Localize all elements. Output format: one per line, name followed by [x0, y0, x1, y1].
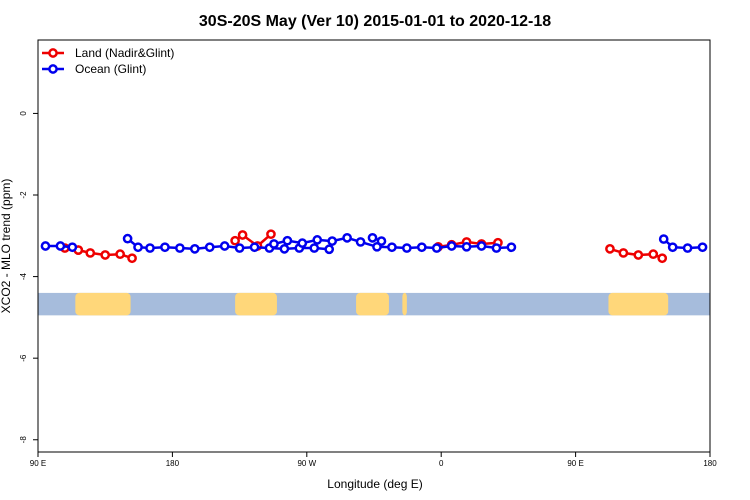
data-point [145, 243, 155, 253]
data-point [416, 242, 427, 253]
data-point [605, 244, 615, 254]
plot-frame [37, 39, 711, 453]
y-tick-label: 0 [19, 111, 28, 116]
data-point [279, 244, 290, 254]
data-point [355, 237, 366, 247]
data-point [269, 239, 279, 249]
land-region [75, 292, 131, 316]
data-point [115, 249, 125, 260]
data-point [376, 236, 387, 246]
x-tick-label: 90 W [297, 459, 316, 468]
data-point [230, 235, 240, 246]
data-point [506, 242, 517, 253]
legend-marker [48, 64, 58, 74]
data-point [491, 243, 502, 253]
data-point [160, 242, 170, 253]
data-point [55, 241, 66, 251]
data-point [682, 243, 693, 253]
data-point [234, 243, 245, 253]
data-point [697, 242, 708, 253]
data-point [40, 241, 51, 251]
x-axis-label: Longitude (deg E) [327, 477, 422, 491]
land-region [235, 292, 277, 316]
y-tick-label: -6 [19, 354, 28, 362]
data-point [85, 248, 96, 258]
data-point [387, 242, 397, 253]
x-tick-label: 90 E [567, 459, 583, 468]
y-axis: 0 -2 -4 -6 -8 [19, 111, 38, 444]
data-point [327, 236, 338, 246]
data-point [122, 233, 133, 244]
series-layer [40, 229, 708, 264]
landmask-band [38, 292, 710, 316]
data-point [658, 234, 669, 244]
data-point [127, 253, 137, 264]
land-region [608, 292, 669, 316]
data-point [309, 243, 320, 253]
y-tick-label: -4 [19, 272, 28, 280]
legend-label: Ocean (Glint) [75, 62, 146, 76]
series-line [662, 238, 703, 250]
x-axis: 90 E 180 90 W 0 90 E 180 [30, 452, 717, 468]
data-point [266, 229, 276, 240]
data-point [633, 250, 644, 260]
x-tick-label: 90 E [30, 459, 46, 468]
data-point [618, 248, 629, 258]
y-tick-label: -2 [19, 191, 28, 199]
data-point [461, 241, 472, 252]
data-point [204, 242, 215, 253]
data-point [324, 244, 335, 255]
data-point [297, 238, 308, 248]
legend-marker [48, 48, 58, 58]
data-point [342, 232, 352, 243]
land-region [402, 292, 407, 316]
data-point [100, 250, 111, 260]
x-tick-label: 180 [166, 459, 180, 468]
data-point [648, 249, 659, 260]
data-point [67, 242, 78, 253]
x-tick-label: 180 [703, 459, 717, 468]
data-point [133, 242, 143, 253]
chart-title: 30S-20S May (Ver 10) 2015-01-01 to 2020-… [199, 13, 551, 30]
land-region [356, 292, 389, 316]
legend: Land (Nadir&Glint) Ocean (Glint) [42, 46, 174, 76]
data-point [312, 235, 323, 245]
data-point [476, 241, 487, 251]
data-point [237, 230, 248, 240]
data-point [249, 242, 260, 253]
y-tick-label: -8 [19, 436, 28, 444]
y-axis-label: XCO2 - MLO trend (ppm) [0, 179, 13, 314]
legend-label: Land (Nadir&Glint) [75, 46, 174, 60]
data-point [282, 235, 293, 246]
data-point [431, 243, 442, 253]
data-point [189, 244, 200, 254]
data-point [175, 243, 185, 253]
data-point [667, 242, 678, 253]
data-point [402, 243, 412, 253]
data-point [446, 241, 457, 251]
data-point [219, 241, 230, 251]
x-tick-label: 0 [439, 459, 444, 468]
data-point [367, 232, 378, 243]
data-point [657, 253, 668, 264]
